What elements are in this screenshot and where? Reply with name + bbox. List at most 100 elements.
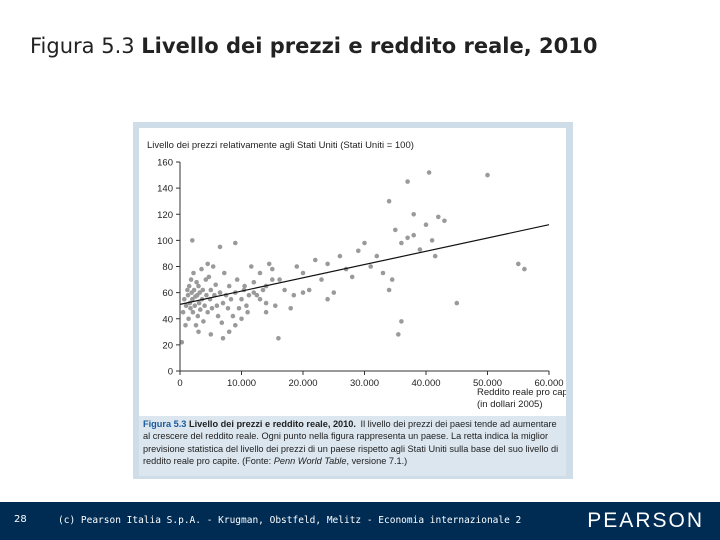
data-point	[368, 264, 373, 269]
y-tick-label: 60	[162, 288, 173, 299]
x-tick-label: 50.000	[473, 378, 502, 389]
data-point	[204, 292, 209, 298]
data-point	[220, 300, 226, 306]
slide-title-prefix: Figura 5.3	[30, 34, 135, 58]
data-point	[349, 274, 355, 280]
trend-line	[179, 224, 550, 305]
data-point	[516, 261, 521, 267]
data-point	[185, 287, 190, 293]
data-point	[356, 248, 361, 254]
data-point	[276, 336, 281, 341]
scatter-chart: Livello dei prezzi relativamente agli St…	[147, 140, 578, 410]
data-point	[192, 303, 198, 308]
data-point	[226, 283, 232, 289]
data-point	[201, 319, 206, 324]
data-point	[209, 306, 215, 311]
data-point	[399, 240, 404, 246]
page-number: 28	[14, 514, 27, 525]
data-point	[325, 261, 330, 267]
data-point	[234, 277, 240, 282]
data-point	[426, 170, 432, 175]
data-point	[196, 300, 202, 306]
caption-body: Il livello dei prezzi dei paesi tende ad…	[143, 419, 559, 467]
data-point	[313, 257, 318, 263]
data-point	[233, 323, 238, 328]
data-point	[386, 198, 392, 204]
x-tick-label: 40.000	[411, 378, 440, 389]
data-point	[282, 287, 287, 293]
data-point	[362, 240, 367, 246]
y-tick-label: 140	[157, 184, 173, 195]
data-point	[257, 296, 263, 302]
pearson-logo: PEARSON	[587, 509, 704, 532]
data-point	[186, 283, 192, 289]
data-point	[186, 316, 191, 322]
data-point	[219, 320, 225, 325]
data-point	[233, 240, 238, 246]
data-point	[246, 292, 252, 298]
data-point	[210, 264, 216, 269]
data-point	[188, 277, 194, 282]
data-point	[196, 283, 201, 289]
data-point	[191, 270, 196, 276]
data-point	[239, 316, 244, 322]
data-point	[257, 270, 263, 276]
x-axis-title-line1: Reddito reale pro capite	[477, 387, 566, 398]
data-point	[183, 303, 189, 308]
data-point	[337, 253, 343, 259]
data-point	[411, 212, 417, 217]
y-tick-label: 160	[157, 158, 173, 169]
data-point	[399, 319, 404, 324]
data-point	[386, 287, 392, 293]
data-point	[260, 287, 266, 293]
data-point	[245, 309, 250, 315]
y-tick-label: 0	[168, 367, 173, 378]
data-point	[306, 287, 312, 293]
caption-source-name: Penn World Table	[273, 456, 347, 467]
data-point	[197, 290, 202, 295]
data-point	[485, 172, 490, 178]
data-point	[202, 303, 207, 308]
data-point	[205, 261, 210, 267]
data-point	[270, 277, 275, 282]
y-tick-label: 20	[162, 340, 173, 351]
caption-figure-title: Livello dei prezzi e reddito reale, 2010…	[188, 419, 356, 429]
data-point	[199, 266, 204, 272]
data-point	[405, 235, 410, 241]
data-point	[288, 306, 293, 311]
x-tick-label: 0	[177, 378, 182, 389]
data-point	[291, 292, 297, 298]
x-tick-label: 20.000	[288, 378, 317, 389]
data-point	[225, 306, 231, 311]
data-point	[270, 266, 275, 272]
data-point	[230, 313, 236, 319]
data-point	[191, 287, 197, 293]
data-point	[190, 296, 195, 302]
footer-bar: 28 (c) Pearson Italia S.p.A. - Krugman, …	[0, 502, 720, 540]
data-point	[195, 313, 201, 319]
data-point	[198, 307, 203, 312]
data-point	[331, 290, 337, 295]
data-point	[213, 282, 218, 288]
data-point	[214, 303, 220, 308]
figure-panel: Livello dei prezzi relativamente agli St…	[133, 122, 578, 479]
data-point	[273, 303, 278, 308]
data-point	[300, 270, 306, 276]
data-point	[208, 287, 214, 293]
data-point	[193, 323, 199, 328]
data-point	[190, 309, 196, 315]
data-point	[182, 296, 187, 302]
data-point	[442, 218, 447, 224]
data-points	[179, 170, 527, 345]
data-point	[266, 261, 272, 267]
data-point	[179, 340, 185, 345]
data-point	[239, 296, 244, 302]
chart-area: Livello dei prezzi relativamente agli St…	[139, 128, 578, 416]
data-point	[180, 309, 186, 315]
caption-figure-number: Figura 5.3	[143, 419, 187, 429]
data-point	[222, 270, 227, 276]
figure-caption: Figura 5.3 Livello dei prezzi e reddito …	[143, 418, 563, 468]
data-point	[436, 214, 441, 220]
slide-title: Figura 5.3 Livello dei prezzi e reddito …	[30, 34, 597, 58]
y-axis-title: Livello dei prezzi relativamente agli St…	[147, 140, 414, 151]
